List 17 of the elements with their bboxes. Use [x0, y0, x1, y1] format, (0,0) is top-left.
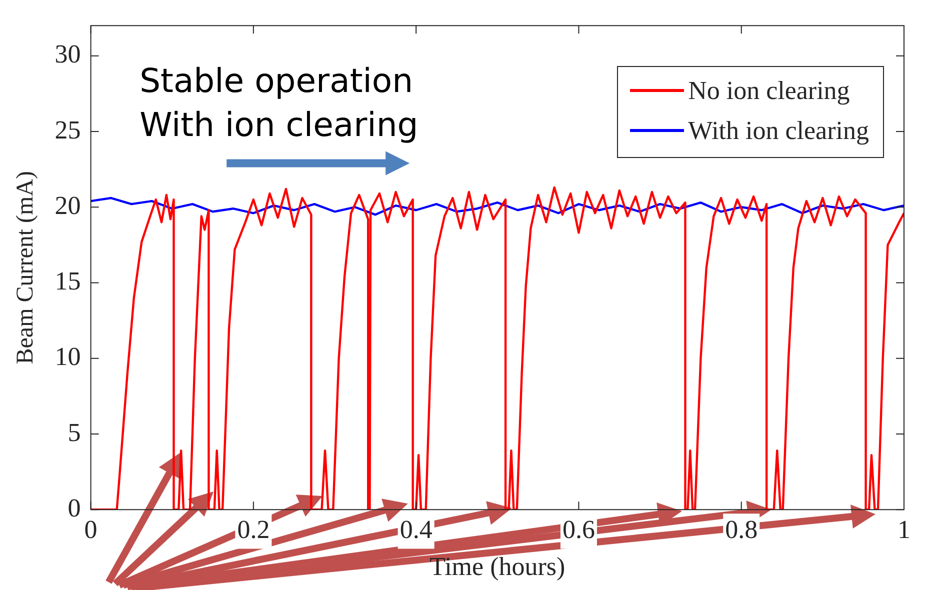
x-tick-label: 1	[898, 515, 910, 544]
y-tick-label: 0	[68, 493, 81, 522]
annotation: Stable operation With ion clearing	[140, 60, 418, 146]
y-tick-label: 15	[54, 266, 81, 296]
x-tick-label: 0.6	[562, 515, 595, 544]
x-tick-label: 0.4	[400, 515, 432, 544]
y-tick-label: 5	[68, 418, 81, 447]
y-axis-title: Beam Current (mA)	[12, 170, 39, 364]
legend-label: With ion clearing	[688, 114, 869, 147]
legend-label: No ion clearing	[688, 74, 850, 107]
y-tick-label: 10	[54, 342, 81, 372]
y-tick-label: 25	[54, 115, 81, 144]
x-tick-label: 0.8	[725, 515, 758, 544]
x-tick-label: 0.2	[237, 515, 270, 544]
y-tick-label: 20	[54, 190, 81, 220]
x-axis-title: Time (hours)	[430, 552, 566, 582]
y-tick-label: 30	[54, 40, 81, 69]
